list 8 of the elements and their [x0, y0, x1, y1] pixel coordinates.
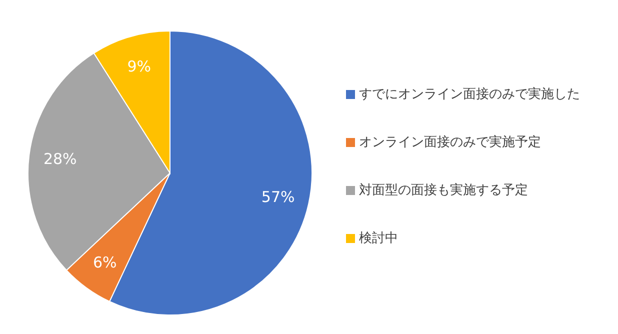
data-label: 6%: [93, 254, 117, 272]
data-label: 9%: [127, 58, 151, 76]
data-label: 57%: [261, 188, 295, 206]
legend-label: 対面型の面接も実施する予定: [359, 183, 528, 198]
legend-label: 検討中: [359, 231, 398, 246]
legend-label: すでにオンライン面接のみで実施した: [359, 87, 580, 102]
data-label: 28%: [43, 150, 77, 168]
legend-label: オンライン面接のみで実施予定: [359, 135, 541, 150]
